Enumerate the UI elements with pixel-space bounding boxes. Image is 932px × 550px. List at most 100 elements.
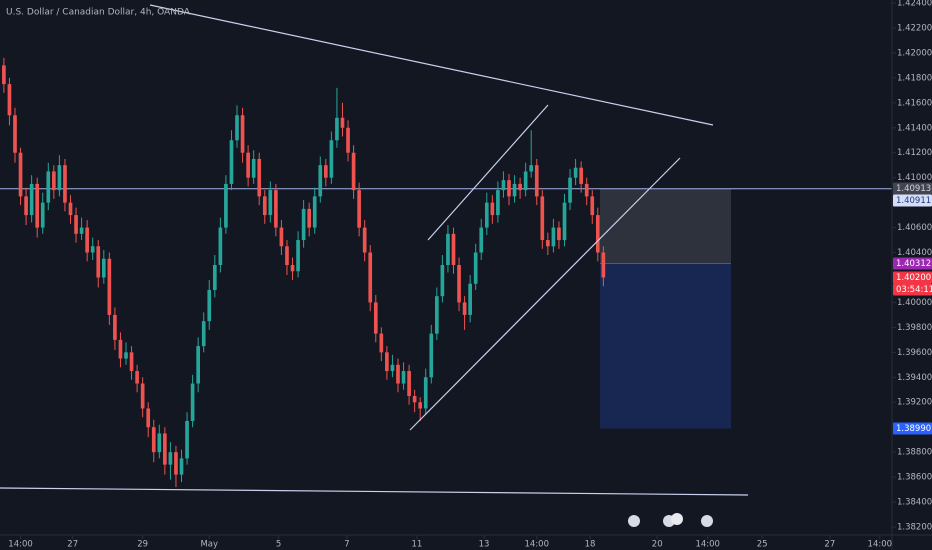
candle-body xyxy=(373,302,378,334)
y-tick-label: 1.39600 xyxy=(897,348,932,358)
candle-body xyxy=(301,208,306,241)
candle-body xyxy=(390,364,395,372)
x-tick-label: May xyxy=(200,540,218,550)
y-tick-label: 1.41200 xyxy=(897,148,932,158)
candle-body xyxy=(124,352,128,359)
candle-body xyxy=(446,233,450,266)
candle-body xyxy=(135,371,139,384)
x-tick-label: 14:00 xyxy=(8,540,33,550)
candle-body xyxy=(579,167,583,184)
candle-body xyxy=(279,227,284,247)
candle-body xyxy=(246,152,250,178)
candle-body xyxy=(57,165,62,191)
price-label-bg xyxy=(893,422,932,435)
candle-body xyxy=(534,165,539,197)
x-tick-label: 25 xyxy=(757,540,768,550)
candle-body xyxy=(85,227,89,253)
candle-body xyxy=(29,183,34,216)
price-label-bg xyxy=(893,182,932,195)
x-tick-label: 11 xyxy=(411,540,422,550)
candle-body xyxy=(7,84,12,116)
y-tick-label: 1.41800 xyxy=(897,73,932,83)
candle-body xyxy=(18,152,23,197)
candle-body xyxy=(457,265,461,303)
countdown-bg xyxy=(893,283,932,296)
event-icon xyxy=(671,513,683,525)
candle-body xyxy=(212,265,217,290)
x-tick-label: 14:00 xyxy=(868,540,893,550)
candle-body xyxy=(2,65,6,85)
candle-body xyxy=(68,202,73,216)
candle-body xyxy=(101,258,106,278)
candle-body xyxy=(512,183,517,197)
x-tick-label: 27 xyxy=(67,540,78,550)
candle-body xyxy=(573,167,578,178)
y-tick-label: 1.38200 xyxy=(897,523,932,533)
y-tick-label: 1.42000 xyxy=(897,48,932,58)
candle-body xyxy=(163,433,167,465)
candle-body xyxy=(440,265,445,297)
candle-body xyxy=(285,246,289,266)
candle-body xyxy=(557,227,561,241)
price-label: 1.40911 xyxy=(896,196,931,206)
candle-body xyxy=(412,396,417,403)
candle-body xyxy=(174,452,178,475)
candle-body xyxy=(24,196,28,216)
x-tick-label: 29 xyxy=(137,540,148,550)
candle-body xyxy=(151,427,156,453)
price-label: 1.40913 xyxy=(896,184,931,194)
candle-body xyxy=(185,420,189,459)
candle-body xyxy=(501,180,506,191)
candle-body xyxy=(401,371,406,384)
candle-body xyxy=(262,196,267,216)
price-label-bg xyxy=(893,271,932,284)
candle-body xyxy=(379,333,384,353)
event-icon xyxy=(701,515,713,527)
candle-body xyxy=(168,452,173,465)
candle-body xyxy=(357,190,361,228)
position-zones xyxy=(0,188,892,429)
candle-body xyxy=(418,402,423,409)
candle-body xyxy=(590,196,595,216)
candle-body xyxy=(529,165,534,172)
x-tick-label: 20 xyxy=(652,540,663,550)
candle-body xyxy=(329,140,334,178)
candle-body xyxy=(407,371,411,397)
candle-body xyxy=(601,252,606,278)
candle-body xyxy=(518,183,522,191)
candle-body xyxy=(229,140,234,184)
candles xyxy=(2,57,606,488)
candle-body xyxy=(107,258,112,315)
candle-body xyxy=(362,227,367,253)
y-tick-label: 1.38800 xyxy=(897,448,932,458)
y-tick-label: 1.41000 xyxy=(897,173,932,183)
x-tick-label: 7 xyxy=(344,540,349,550)
candle-body xyxy=(584,183,589,197)
y-tick-label: 1.40400 xyxy=(897,248,932,258)
candle-body xyxy=(396,364,400,384)
candle-body xyxy=(318,165,323,197)
candle-body xyxy=(323,165,328,178)
event-icons xyxy=(628,513,713,527)
y-tick-label: 1.40600 xyxy=(897,223,932,233)
price-label: 1.40200 xyxy=(896,273,931,283)
price-label: 1.40312 xyxy=(896,259,931,269)
chart-title: U.S. Dollar / Canadian Dollar, 4h, OANDA xyxy=(6,8,191,18)
candle-body xyxy=(179,458,184,475)
candle-body xyxy=(190,383,195,421)
candle-body xyxy=(235,115,239,141)
x-tick-label: 13 xyxy=(479,540,490,550)
candle-body xyxy=(296,240,300,272)
candle-body xyxy=(218,227,223,266)
candle-body xyxy=(196,346,200,384)
candle-body xyxy=(74,215,78,234)
candle-body xyxy=(90,246,95,253)
candle-body xyxy=(429,333,434,378)
candle-body xyxy=(335,117,339,141)
event-icon xyxy=(628,515,640,527)
candle-body xyxy=(140,383,145,409)
candle-body xyxy=(490,202,495,216)
channel-line xyxy=(409,157,681,431)
candle-body xyxy=(468,283,472,315)
